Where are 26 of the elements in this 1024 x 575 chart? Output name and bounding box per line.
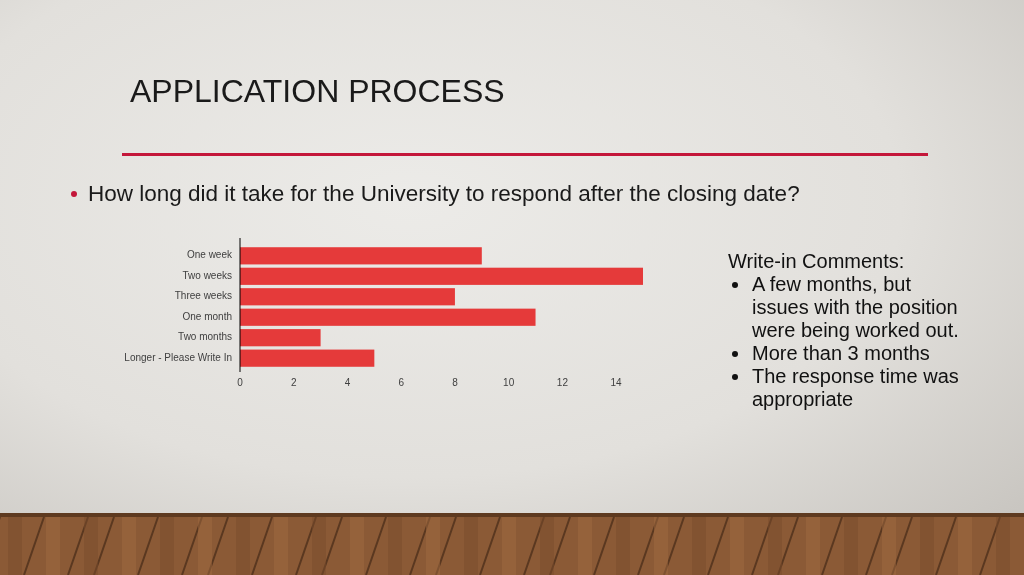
y-tick-label: Two months [178, 331, 232, 343]
y-tick-label: Three weeks [174, 290, 232, 302]
chart-title: APPLICATION PROCESS [130, 73, 505, 109]
bar [240, 349, 375, 367]
text: A few months, but issues with the position were being worked out. [752, 273, 959, 341]
bar [240, 247, 482, 265]
x-tick-label: 8 [452, 376, 459, 388]
chart-subtitle: How long did it take for the University to respond after the closing date? [88, 181, 800, 206]
bar [240, 329, 321, 347]
text: More than 3 months [752, 342, 930, 364]
text: Write-in Comments: [728, 250, 906, 273]
x-tick-label: 6 [398, 376, 405, 388]
x-tick-label: 2 [290, 376, 297, 388]
y-tick-label: One week [186, 249, 233, 261]
bar [240, 267, 643, 285]
x-tick-label: 14 [610, 376, 623, 388]
text: The response time was appropriate [752, 365, 959, 410]
x-tick-label: 12 [556, 376, 569, 388]
y-tick-label: Longer - Please Write In [124, 351, 232, 363]
y-tick-label: Two weeks [182, 269, 232, 281]
y-tick-label: One month [182, 310, 232, 322]
x-tick-label: 0 [237, 376, 244, 388]
x-tick-label: 4 [344, 376, 351, 388]
bar [240, 288, 455, 306]
x-tick-label: 10 [503, 376, 515, 388]
bar [240, 308, 536, 326]
